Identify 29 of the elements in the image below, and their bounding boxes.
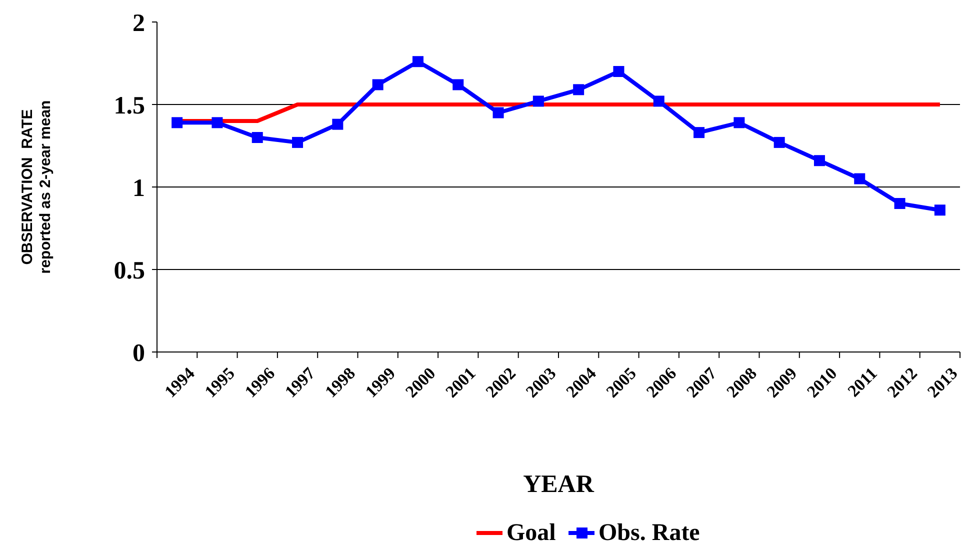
point	[172, 117, 183, 128]
y-tick-label: 0.5	[114, 257, 145, 284]
point	[814, 155, 825, 166]
point	[212, 117, 223, 128]
point	[653, 96, 664, 107]
point	[452, 79, 464, 90]
point	[573, 84, 584, 96]
point	[412, 56, 424, 68]
y-tick-label: 0	[132, 340, 145, 367]
point	[734, 117, 745, 128]
point	[854, 173, 866, 184]
point	[694, 127, 705, 138]
y-tick-label: 2	[132, 10, 145, 37]
y-axis-title: OBSERVATION RATE reported as 2-year mean	[19, 100, 54, 274]
legend-label: Goal	[506, 520, 556, 546]
point	[532, 96, 544, 107]
point	[774, 136, 785, 148]
point	[894, 198, 906, 209]
point	[372, 79, 384, 90]
point	[934, 204, 946, 216]
point	[613, 66, 624, 77]
point	[292, 136, 304, 148]
y-tick-label: 1.5	[114, 92, 145, 120]
x-axis-title: YEAR	[523, 471, 595, 498]
point	[252, 132, 263, 143]
y-tick-label: 1	[132, 174, 145, 202]
point	[332, 118, 344, 130]
legend-label: Obs. Rate	[598, 520, 700, 546]
point	[492, 107, 504, 118]
